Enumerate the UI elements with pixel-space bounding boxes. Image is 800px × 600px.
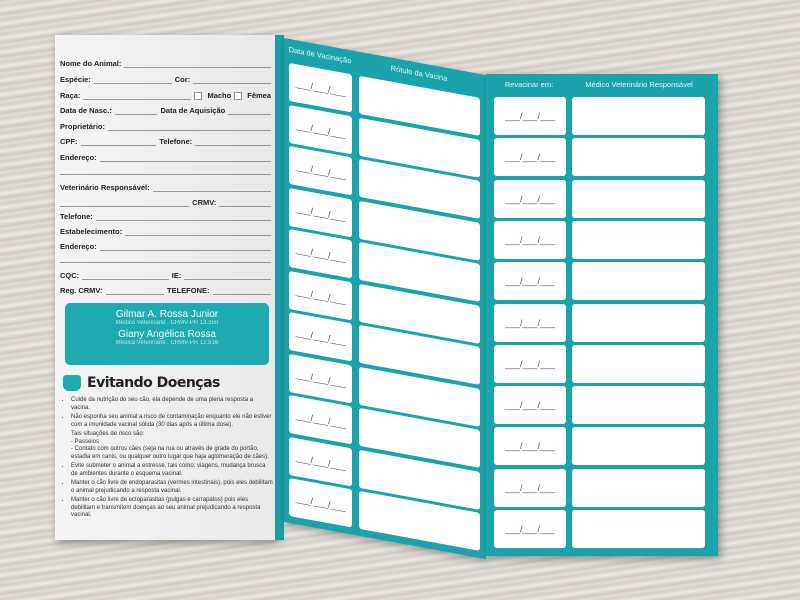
date-cell[interactable]: ___/___/___: [494, 427, 566, 466]
date-cell[interactable]: ___/___/___: [289, 145, 352, 196]
tips-title: Evitando Doenças: [87, 375, 220, 391]
field-raca[interactable]: Raça: Macho Fêmea: [60, 91, 271, 100]
field-reg[interactable]: Reg. CRMV: TELEFONE:: [60, 286, 272, 295]
label: Telefone:: [60, 212, 93, 221]
label: IE:: [171, 271, 182, 280]
femea-checkbox[interactable]: [234, 92, 243, 100]
field-estabelecimento[interactable]: Estabelecimento:: [60, 227, 271, 236]
text-cell[interactable]: [572, 468, 705, 507]
date-cell[interactable]: ___/___/___: [494, 510, 566, 548]
field-cqc[interactable]: CQC: IE:: [60, 271, 272, 280]
tips-list: Cuide da nutrição do seu cão, ela depend…: [63, 397, 273, 522]
revaccination-panel: Revacinar em: Médico Veterinário Respons…: [486, 74, 718, 556]
text-cell[interactable]: [572, 510, 705, 548]
date-cell[interactable]: ___/___/___: [289, 228, 352, 279]
field-crmv[interactable]: CRMV:: [60, 198, 271, 207]
label: CPF:: [60, 137, 78, 146]
date-cell[interactable]: ___/___/___: [289, 62, 352, 113]
label: CRMV:: [192, 198, 217, 207]
label: TELEFONE:: [167, 286, 210, 295]
text-cell[interactable]: [572, 179, 705, 218]
label: Cor:: [174, 75, 191, 84]
tip: Evite submeter o animal a estresse, tais…: [71, 463, 273, 478]
date-cell[interactable]: ___/___/___: [494, 262, 566, 301]
field-vet[interactable]: Veterinário Responsável:: [60, 183, 271, 192]
label: Data de Aquisição: [160, 106, 226, 115]
vet-header: Médico Veterinário Responsável: [585, 80, 693, 89]
date-cell[interactable]: ___/___/___: [289, 394, 352, 445]
label: Fêmea: [247, 91, 271, 100]
date-cell[interactable]: ___/___/___: [494, 386, 566, 425]
date-cell[interactable]: ___/___/___: [289, 436, 352, 486]
date-cell[interactable]: ___/___/___: [289, 353, 352, 403]
text-cell[interactable]: [572, 220, 705, 259]
field-nasc[interactable]: Data de Nasc.: Data de Aquisição: [60, 106, 271, 115]
tip: - Passeios: [71, 438, 100, 445]
field-nome[interactable]: Nome do Animal:: [60, 59, 271, 68]
field-telefone[interactable]: Telefone:: [60, 212, 271, 221]
label: Raça:: [60, 91, 81, 100]
label: Veterinário Responsável:: [60, 183, 150, 192]
field-endereco[interactable]: Endereço:: [60, 153, 271, 162]
text-cell[interactable]: [572, 303, 705, 342]
label: Nome do Animal:: [60, 59, 122, 68]
text-cell[interactable]: [572, 262, 705, 301]
field-endereco-2[interactable]: [60, 168, 271, 175]
card-spine: [275, 35, 284, 540]
vaccination-panel: Data de Vacinação Rótulo da Vacina ___/_…: [284, 38, 486, 560]
label: Estabelecimento:: [60, 227, 123, 236]
date-cell[interactable]: ___/___/___: [289, 270, 352, 320]
date-cell[interactable]: ___/___/___: [289, 311, 352, 362]
field-especie[interactable]: Espécie: Cor:: [60, 75, 271, 84]
date-cell[interactable]: ___/___/___: [289, 187, 352, 237]
revac-header: Revacinar em:: [504, 80, 554, 89]
field-cpf[interactable]: CPF: Telefone:: [60, 137, 271, 146]
tip: Manter o cão livre de ectoparasitas (pul…: [71, 497, 273, 520]
tip: Manter o cão livre de endoparasitas (ver…: [71, 480, 273, 495]
text-cell[interactable]: [572, 97, 705, 135]
date-cell[interactable]: ___/___/___: [494, 303, 566, 342]
doctor-name: Gilmar A. Rossa Junior: [115, 309, 219, 320]
date-cell[interactable]: ___/___/___: [494, 138, 566, 177]
date-cell[interactable]: ___/___/___: [494, 179, 566, 218]
label: Macho: [207, 91, 232, 100]
field-endereco-vet-2[interactable]: [60, 256, 271, 263]
date-header: Data de Vacinação: [288, 44, 352, 66]
date-cell[interactable]: ___/___/___: [494, 97, 566, 135]
label: Reg. CRMV:: [60, 286, 103, 295]
tip: Não esponha seu animal a risco de contam…: [71, 414, 273, 429]
date-cell[interactable]: ___/___/___: [289, 477, 352, 528]
field-proprietario[interactable]: Proprietário:: [60, 122, 271, 131]
text-cell[interactable]: [572, 386, 705, 425]
text-cell[interactable]: [572, 427, 705, 466]
label: Proprietário:: [60, 122, 106, 131]
date-cell[interactable]: ___/___/___: [494, 220, 566, 259]
field-endereco-vet[interactable]: Endereço:: [60, 242, 271, 251]
label: Endereço:: [60, 153, 97, 162]
date-cell[interactable]: ___/___/___: [494, 468, 566, 507]
owner-info-panel: Nome do Animal: Espécie: Cor: Raça: Macho F…: [55, 35, 277, 540]
doctor-title: Médico Veterinário . CRMV-PR 13.350: [115, 320, 219, 326]
doctor-name: Giany Angélica Rossa: [118, 329, 216, 340]
label: Telefone:: [159, 137, 193, 146]
label: CQC:: [60, 271, 80, 280]
text-cell[interactable]: [572, 344, 705, 383]
tip: - Contato com outros cães (seja na rua o…: [71, 446, 269, 460]
label: Espécie:: [60, 75, 91, 84]
tip: Tais situações de risco são:: [71, 431, 145, 437]
tip: Cuide da nutrição do seu cão, ela depend…: [71, 397, 273, 412]
dog-icon: [63, 375, 81, 391]
date-cell[interactable]: ___/___/___: [289, 104, 352, 154]
doctor-title: Médica Veterinária . CRMV-PR 12.816: [115, 340, 219, 346]
doctors-box: Gilmar A. Rossa Junior Médico Veterinári…: [65, 303, 269, 365]
date-cell[interactable]: ___/___/___: [494, 344, 566, 383]
label: Data de Nasc.:: [60, 106, 112, 115]
label: Endereço:: [60, 242, 97, 251]
text-cell[interactable]: [572, 138, 705, 177]
macho-checkbox[interactable]: [194, 92, 203, 100]
tips-heading: Evitando Doenças: [63, 375, 220, 391]
